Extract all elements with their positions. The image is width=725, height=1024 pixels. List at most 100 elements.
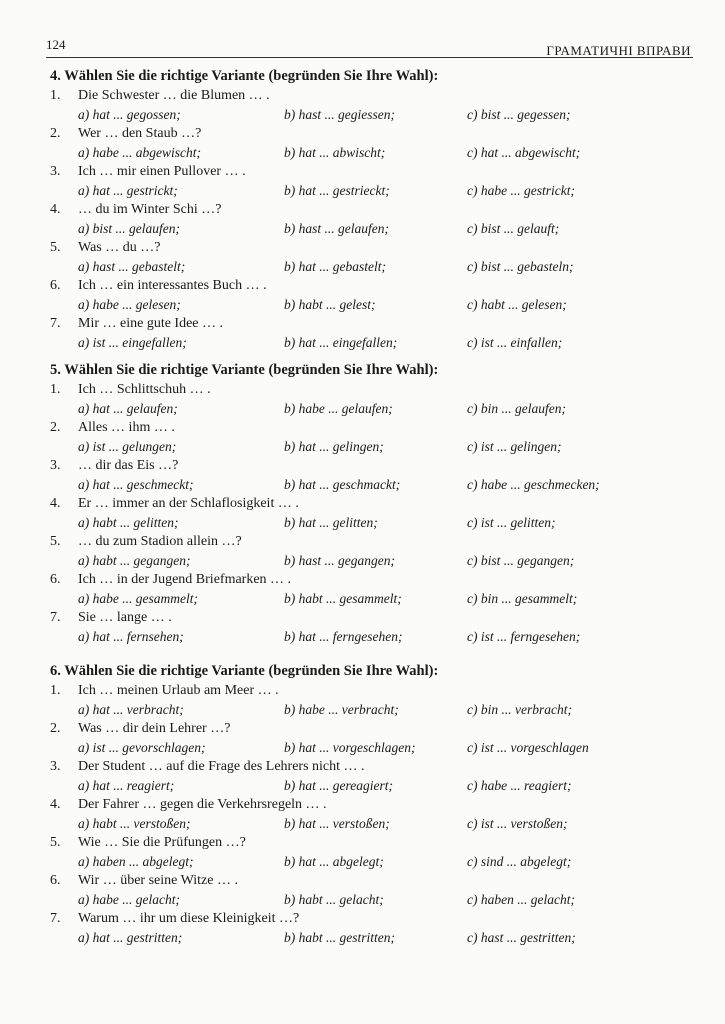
option-b: b) habe ... gelaufen; [284, 401, 393, 416]
option-a: a) hat ... verbracht; [78, 702, 184, 717]
question-text: Ich … mir einen Pullover … . [78, 164, 246, 179]
option-a: a) hat ... gelaufen; [78, 401, 178, 416]
question-number: 4. [50, 797, 61, 812]
option-c: c) bist ... gegessen; [467, 107, 571, 122]
question-number: 3. [50, 458, 61, 473]
question-number: 4. [50, 496, 61, 511]
question-number: 5. [50, 240, 61, 255]
running-head: ГРАМАТИЧНІ ВПРАВИ [546, 43, 691, 58]
exercise-item: 5. Was … du …? a) hast ... gebastelt; b) ha… [50, 238, 690, 276]
question: 3. Der Student … auf die Frage des Lehrer… [50, 757, 365, 776]
exercise-item: 2. Was … dir dein Lehrer …? a) ist ... gev… [50, 719, 690, 757]
question-number: 6. [50, 873, 61, 888]
option-c: c) hast ... gestritten; [467, 930, 576, 945]
header-rule [46, 57, 693, 58]
exercise-item: 3. … dir das Eis …? a) hat ... geschmeckt;… [50, 456, 690, 494]
option-b: b) habt ... gestritten; [284, 930, 395, 945]
question: 3. … dir das Eis …? [50, 456, 178, 475]
question: 6. Ich … ein interessantes Buch … . [50, 276, 267, 295]
option-b: b) hat ... verstoßen; [284, 816, 390, 831]
option-b: b) habt ... gelacht; [284, 892, 384, 907]
option-a: a) habe ... abgewischt; [78, 145, 201, 160]
question-text: … du im Winter Schi …? [78, 202, 222, 217]
question: 7. Sie … lange … . [50, 608, 172, 627]
option-c: c) bist ... gegangen; [467, 553, 575, 568]
option-a: a) habt ... gegangen; [78, 553, 191, 568]
option-c: c) bin ... verbracht; [467, 702, 572, 717]
option-c: c) ist ... gelingen; [467, 439, 562, 454]
option-b: b) habt ... gelest; [284, 297, 376, 312]
question-number: 6. [50, 572, 61, 587]
question-text: Ich … Schlittschuh … . [78, 382, 211, 397]
exercise-heading: 4. Wählen Sie die richtige Variante (beg… [50, 68, 439, 84]
option-c: c) habe ... geschmecken; [467, 477, 600, 492]
option-b: b) hast ... gegangen; [284, 553, 395, 568]
exercise-5: 5. Wählen Sie die richtige Variante (beg… [50, 360, 690, 646]
option-c: c) haben ... gelacht; [467, 892, 575, 907]
exercise-item: 5. Wie … Sie die Prüfungen …? a) haben ...… [50, 833, 690, 871]
exercise-item: 2. Wer … den Staub …? a) habe ... abgewisc… [50, 124, 690, 162]
question-text: Ich … in der Jugend Briefmarken … . [78, 572, 292, 587]
option-a: a) bist ... gelaufen; [78, 221, 180, 236]
question-number: 7. [50, 911, 61, 926]
option-b: b) hat ... eingefallen; [284, 335, 398, 350]
exercise-heading: 5. Wählen Sie die richtige Variante (beg… [50, 362, 439, 378]
option-a: a) hat ... gestrickt; [78, 183, 178, 198]
option-a: a) habe ... gesammelt; [78, 591, 198, 606]
option-a: a) hat ... gestritten; [78, 930, 183, 945]
option-a: a) hat ... gegossen; [78, 107, 181, 122]
exercise-item: 3. Der Student … auf die Frage des Lehrer… [50, 757, 690, 795]
exercise-6: 6. Wählen Sie die richtige Variante (beg… [50, 661, 690, 947]
exercise-item: 7. Warum … ihr um diese Kleinigkeit …? a) … [50, 909, 690, 947]
option-c: c) habe ... gestrickt; [467, 183, 575, 198]
option-b: b) habe ... verbracht; [284, 702, 399, 717]
option-c: c) ist ... vorgeschlagen [467, 740, 589, 755]
exercise-item: 7. Sie … lange … . a) hat ... fernsehen; b)… [50, 608, 690, 646]
question-text: Was … du …? [78, 240, 161, 255]
option-a: a) habt ... gelitten; [78, 515, 179, 530]
option-a: a) habe ... gelacht; [78, 892, 180, 907]
option-c: c) bist ... gebasteln; [467, 259, 574, 274]
exercise-item: 1. Die Schwester … die Blumen … . a) hat .… [50, 86, 690, 124]
question: 6. Wir … über seine Witze … . [50, 871, 238, 890]
question-number: 2. [50, 126, 61, 141]
question-text: Wie … Sie die Prüfungen …? [78, 835, 246, 850]
question-text: Er … immer an der Schlaflosigkeit … . [78, 496, 299, 511]
question-text: … du zum Stadion allein …? [78, 534, 242, 549]
question: 7. Warum … ihr um diese Kleinigkeit …? [50, 909, 299, 928]
question: 2. Alles … ihm … . [50, 418, 175, 437]
question-text: Wer … den Staub …? [78, 126, 202, 141]
question-number: 2. [50, 721, 61, 736]
question: 5. … du zum Stadion allein …? [50, 532, 242, 551]
option-b: b) hast ... gelaufen; [284, 221, 389, 236]
question-text: Der Student … auf die Frage des Lehrers … [78, 759, 365, 774]
option-a: a) ist ... gevorschlagen; [78, 740, 206, 755]
option-a: a) habt ... verstoßen; [78, 816, 191, 831]
question: 2. Wer … den Staub …? [50, 124, 201, 143]
option-c: c) bist ... gelauft; [467, 221, 560, 236]
option-b: b) hat ... gelitten; [284, 515, 378, 530]
option-b: b) hast ... gegiessen; [284, 107, 395, 122]
option-b: b) hat ... gebastelt; [284, 259, 386, 274]
option-b: b) hat ... ferngesehen; [284, 629, 403, 644]
question: 5. Wie … Sie die Prüfungen …? [50, 833, 246, 852]
question-text: Alles … ihm … . [78, 420, 175, 435]
option-a: a) habe ... gelesen; [78, 297, 181, 312]
question-number: 3. [50, 164, 61, 179]
option-b: b) habt ... gesammelt; [284, 591, 402, 606]
exercise-item: 6. Wir … über seine Witze … . a) habe ... … [50, 871, 690, 909]
question: 1. Die Schwester … die Blumen … . [50, 86, 270, 105]
question-text: Wir … über seine Witze … . [78, 873, 238, 888]
question-number: 1. [50, 683, 61, 698]
option-c: c) bin ... gelaufen; [467, 401, 566, 416]
option-c: c) bin ... gesammelt; [467, 591, 578, 606]
exercise-item: 4. Der Fahrer … gegen die Verkehrsregeln … [50, 795, 690, 833]
option-c: c) hat ... abgewischt; [467, 145, 581, 160]
option-b: b) hat ... geschmackt; [284, 477, 401, 492]
option-b: b) hat ... abwischt; [284, 145, 386, 160]
question-number: 2. [50, 420, 61, 435]
exercise-item: 4. … du im Winter Schi …? a) bist ... gela… [50, 200, 690, 238]
question-number: 6. [50, 278, 61, 293]
option-a: a) hat ... reagiert; [78, 778, 175, 793]
question-text: Sie … lange … . [78, 610, 172, 625]
